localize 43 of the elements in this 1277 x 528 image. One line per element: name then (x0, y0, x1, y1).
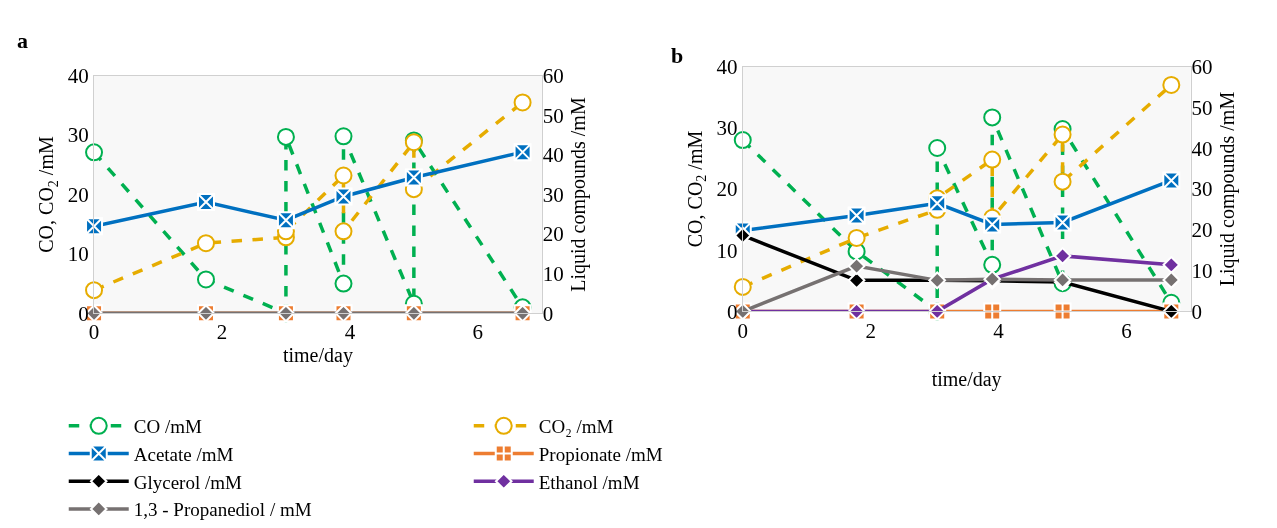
legend-label: CO /mM (133, 416, 202, 438)
y2-tick-label: 0 (1191, 299, 1202, 324)
y-tick-label: 10 (67, 242, 89, 267)
y2-tick-label: 30 (542, 182, 564, 207)
y2-axis-title: Liquid compounds /mM (1216, 91, 1239, 287)
y2-tick-label: 40 (542, 143, 564, 168)
x-tick-label: 4 (993, 318, 1005, 343)
y2-axis-title: Liquid compounds /mM (567, 97, 591, 292)
legend-label: Acetate /mM (133, 443, 234, 465)
x-tick-label: 6 (1121, 318, 1132, 343)
x-tick-label: 4 (344, 320, 356, 345)
y2-tick-label: 20 (1191, 218, 1213, 243)
y-tick-label: 0 (727, 299, 738, 324)
x-tick-label: 2 (865, 318, 876, 343)
y2-tick-label: 30 (1191, 177, 1213, 202)
x-tick-label: 6 (472, 320, 484, 345)
chart-title: a (17, 28, 28, 53)
chart-title: b (671, 43, 684, 68)
legend-label: Ethanol /mM (538, 471, 640, 493)
y2-tick-label: 60 (1191, 54, 1213, 79)
x-axis-title: time/day (282, 344, 353, 368)
y-tick-label: 30 (716, 116, 738, 141)
x-tick-label: 2 (216, 320, 228, 345)
y2-tick-label: 20 (542, 222, 564, 247)
y2-tick-label: 10 (542, 262, 564, 287)
y2-tick-label: 0 (542, 301, 554, 326)
legend-label: CO₂ /mM (538, 416, 614, 438)
y2-tick-label: 50 (1191, 95, 1213, 120)
y2-tick-label: 50 (542, 103, 564, 128)
y-tick-label: 40 (67, 64, 89, 89)
y-tick-label: 30 (67, 123, 89, 148)
y2-tick-label: 60 (542, 64, 564, 89)
y2-tick-label: 10 (1191, 258, 1213, 283)
y-tick-label: 10 (716, 238, 738, 263)
legend-label: 1,3 - Propanediol / mM (133, 499, 312, 521)
y2-tick-label: 40 (1191, 136, 1213, 161)
y-tick-label: 0 (78, 301, 89, 326)
y-tick-label: 20 (716, 177, 738, 202)
legend-label: Propionate /mM (538, 443, 663, 465)
y-tick-label: 40 (716, 54, 738, 79)
legend-label: Glycerol /mM (133, 471, 243, 493)
x-axis-title: time/day (931, 368, 1002, 392)
y-tick-label: 20 (67, 182, 89, 207)
